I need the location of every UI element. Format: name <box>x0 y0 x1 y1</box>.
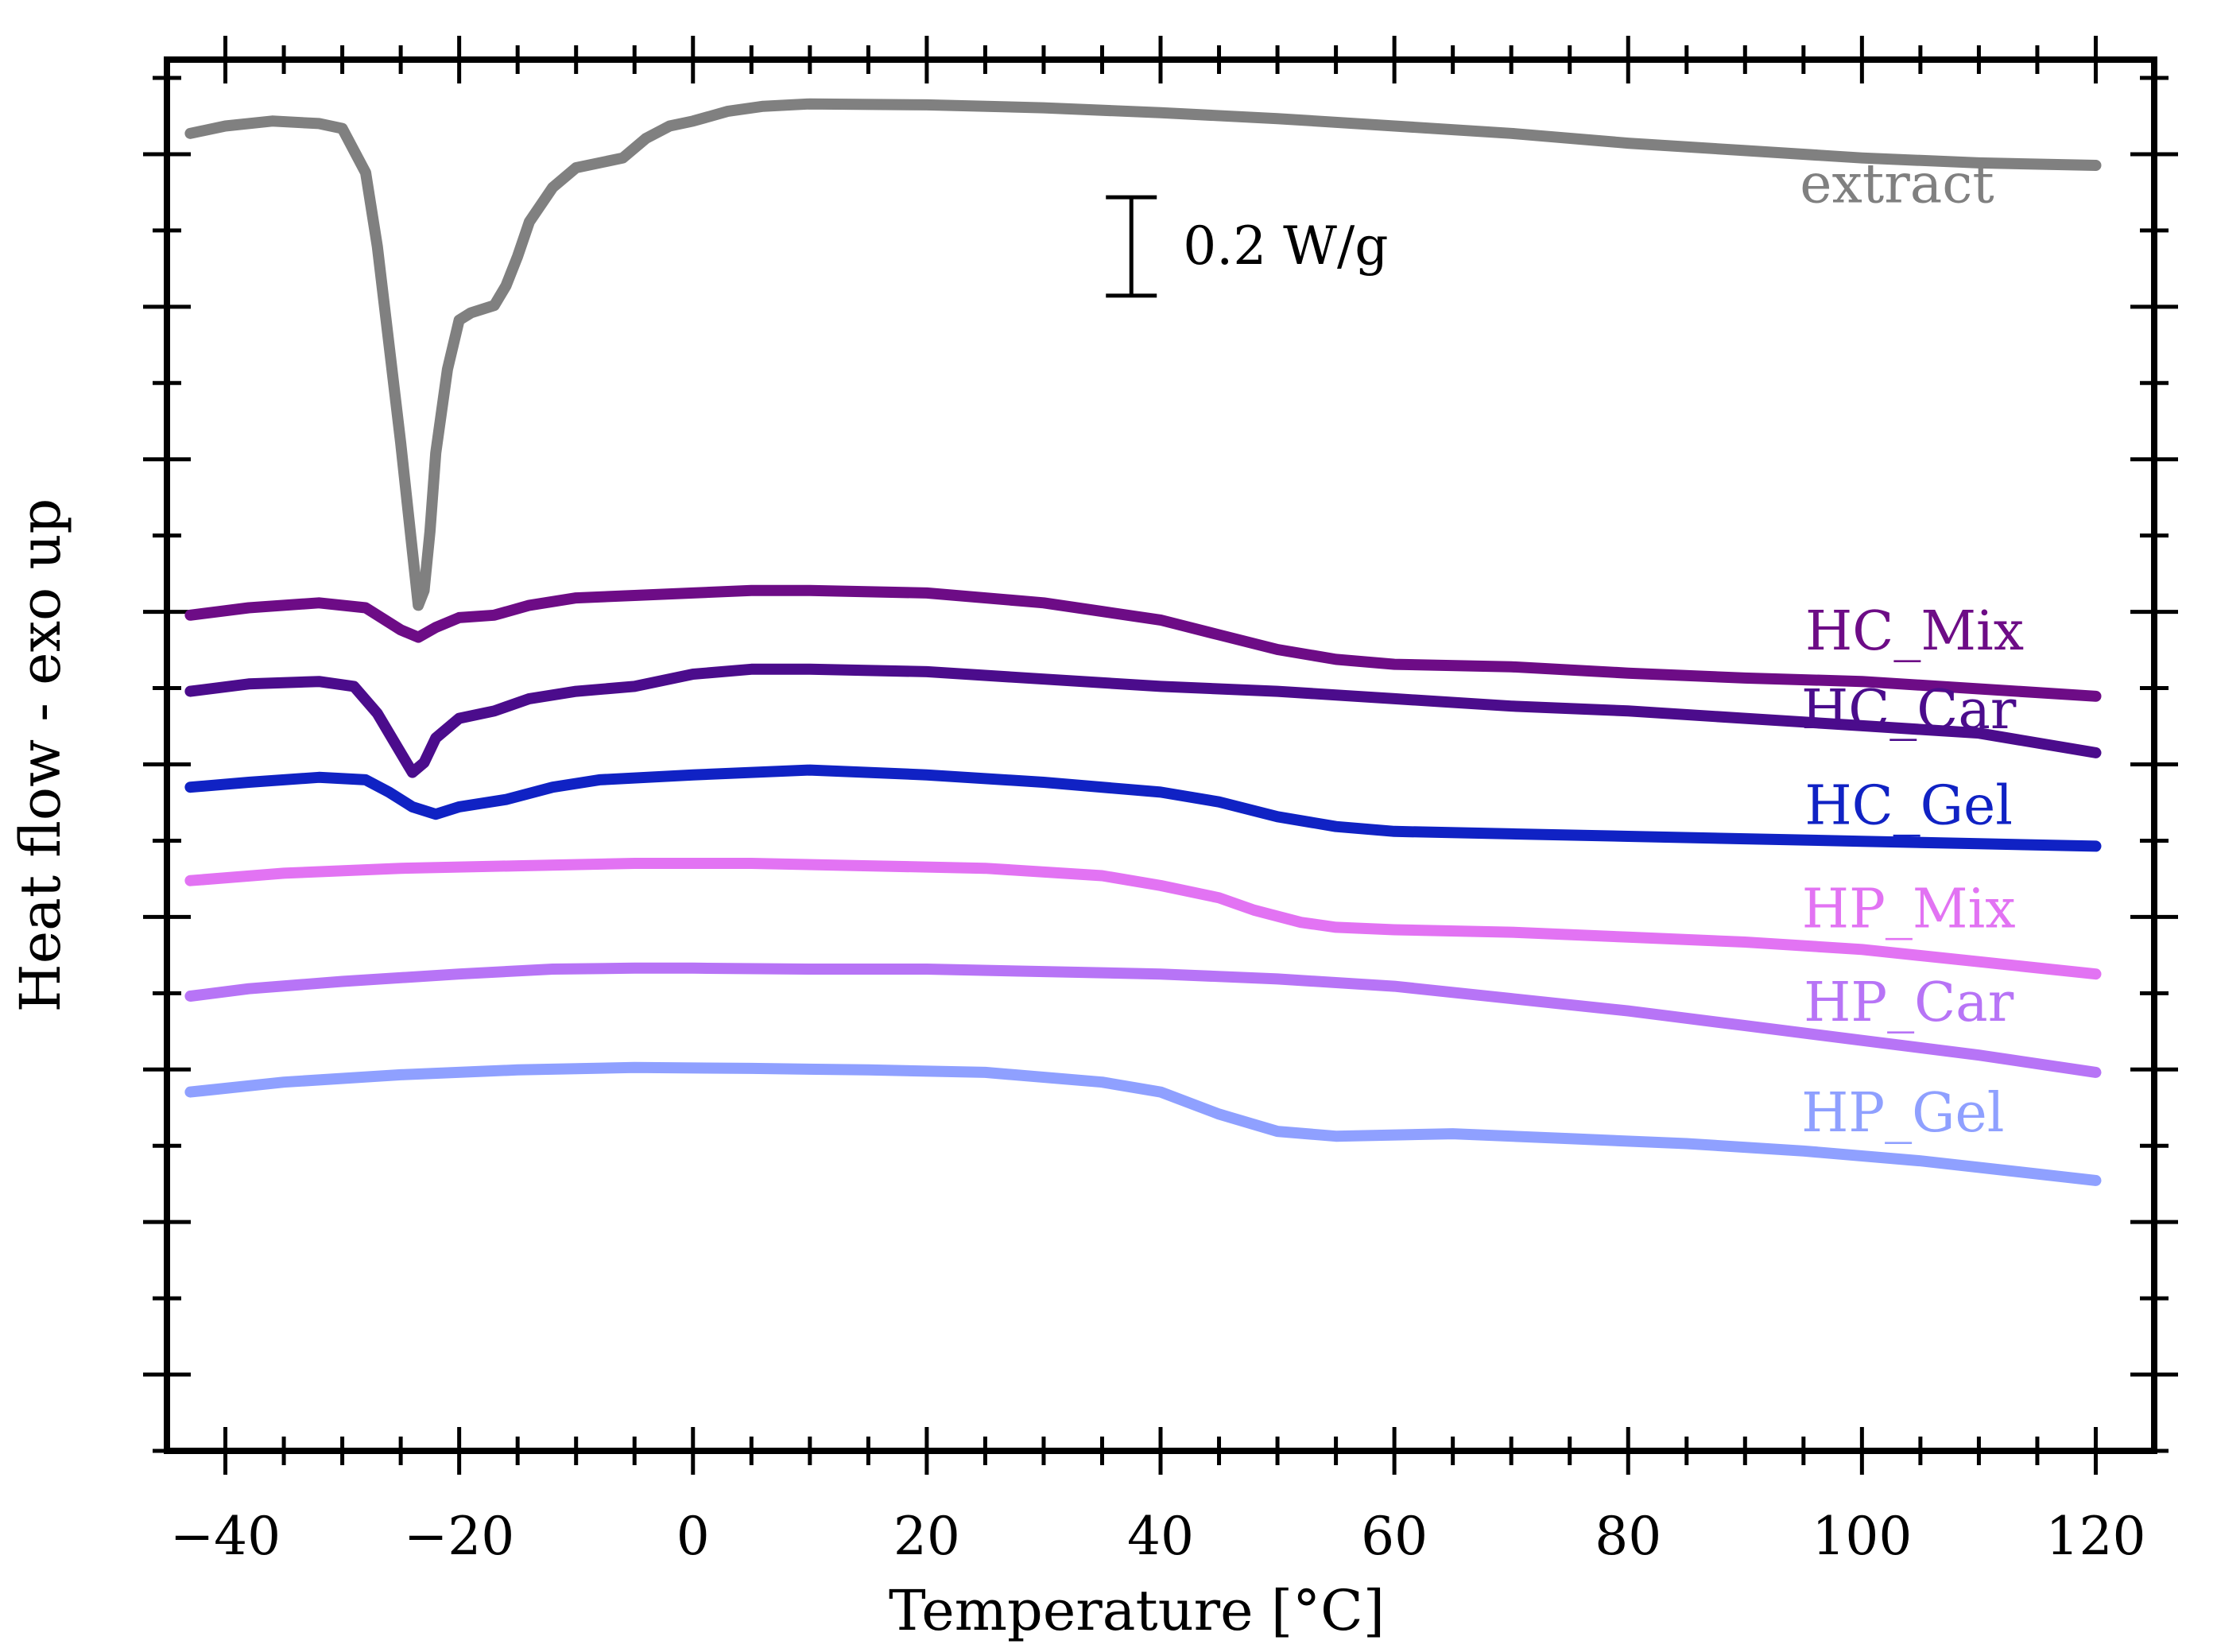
x-tick-label: 40 <box>1127 1506 1194 1567</box>
series-layer <box>184 98 2102 1186</box>
series-line-hp-gel <box>184 1061 2102 1186</box>
series-label-hp-car: HP_Car <box>1804 971 2014 1034</box>
x-tick-label: 0 <box>676 1506 710 1567</box>
axis-ticks <box>143 36 2178 1475</box>
series-line-hc-mix <box>184 584 2102 702</box>
series-label-hp-mix: HP_Mix <box>1802 878 2016 940</box>
series-label-hc-car: HC_Car <box>1801 679 2017 742</box>
scale-bar-label: 0.2 W/g <box>1183 215 1388 277</box>
series-label-hc-mix: HC_Mix <box>1805 600 2024 663</box>
x-tick-label: 100 <box>1812 1506 1912 1567</box>
x-axis-title: Temperature [°C] <box>889 1578 1385 1643</box>
x-tick-label: −20 <box>404 1506 514 1567</box>
series-labels: extract HC_Mix HC_Car HC_Gel HP_Mix HP_Car HP_… <box>1800 153 2024 1145</box>
x-tick-label: 80 <box>1595 1506 1661 1567</box>
x-tick-label: 120 <box>2045 1506 2145 1567</box>
x-tick-labels: −40 −20 0 20 40 60 80 100 120 <box>170 1506 2146 1567</box>
series-line-hp-mix <box>184 858 2102 980</box>
series-line-hp-car <box>184 962 2102 1078</box>
series-label-hc-gel: HC_Gel <box>1804 775 2013 838</box>
series-line-hc-gel <box>184 764 2102 852</box>
x-tick-label: 60 <box>1361 1506 1428 1567</box>
x-tick-label: 20 <box>893 1506 960 1567</box>
series-line-extract <box>184 98 2102 611</box>
series-label-hp-gel: HP_Gel <box>1801 1082 2004 1145</box>
y-axis-title: Heat flow - exo up <box>8 498 73 1013</box>
series-label-extract: extract <box>1800 153 1994 215</box>
series-line-hc-car <box>184 663 2102 778</box>
scale-bar: 0.2 W/g <box>1106 195 1389 298</box>
x-tick-label: −40 <box>170 1506 281 1567</box>
